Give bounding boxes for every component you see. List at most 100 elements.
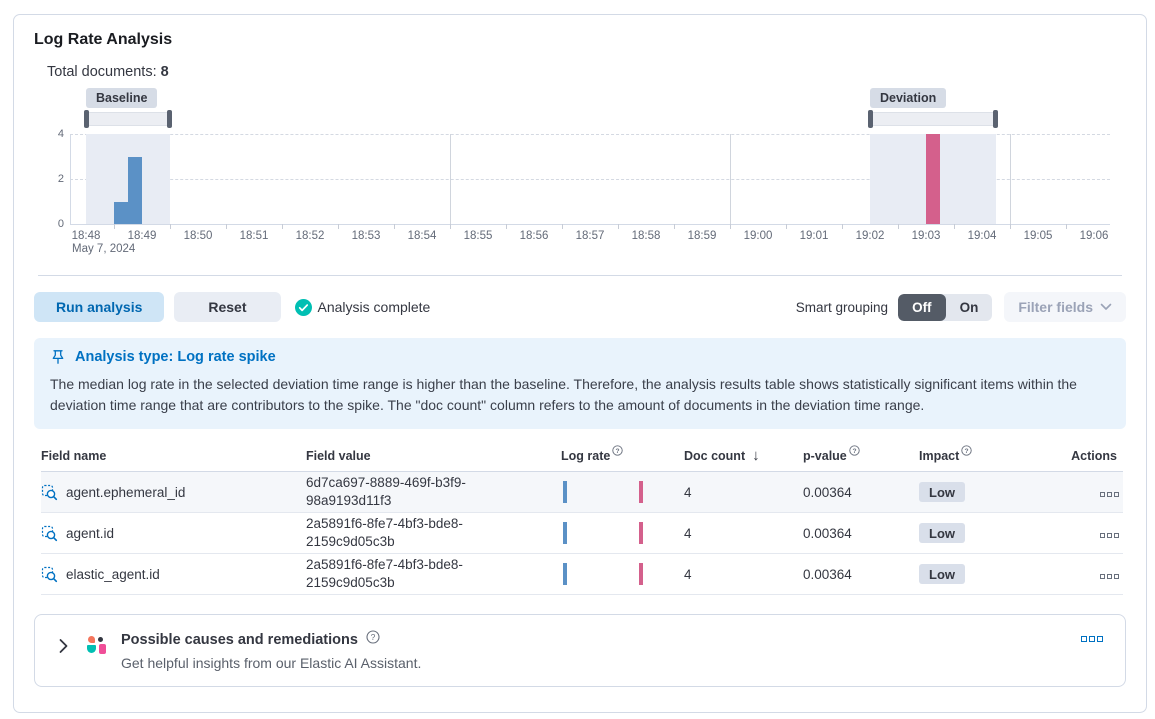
column-header-field-name: Field name (41, 448, 107, 463)
column-header-impact: Impact ? (919, 444, 1052, 463)
row-actions-icon[interactable] (1100, 491, 1119, 497)
possible-causes-panel: Possible causes and remediations ? Get h… (34, 614, 1126, 687)
total-documents-value: 8 (160, 64, 169, 80)
baseline-brush-handle-left[interactable] (84, 110, 89, 128)
x-axis-date-label: May 7, 2024 (72, 243, 136, 255)
baseline-mini-bar (563, 563, 567, 586)
x-axis-tick-label: 19:04 (967, 230, 997, 242)
help-icon[interactable]: ? (849, 444, 860, 459)
impact-badge: Low (919, 564, 965, 585)
vertical-gridline (1010, 134, 1011, 224)
y-axis-tick-label: 4 (57, 128, 64, 140)
field-search-icon[interactable] (41, 566, 58, 583)
row-actions-cell (1052, 485, 1123, 500)
horizontal-gridline (70, 134, 1110, 135)
field-name-cell: agent.id (41, 525, 306, 542)
x-axis-tick-label: 18:53 (351, 230, 381, 242)
baseline-brush[interactable] (86, 112, 170, 126)
field-value: 2a5891f6-8fe7-4bf3-bde8-2159c9d05c3b (306, 516, 463, 550)
log-rate-minichart (561, 520, 684, 546)
column-header-actions: Actions (1071, 448, 1117, 463)
svg-text:?: ? (371, 632, 376, 642)
impact-badge: Low (919, 482, 965, 503)
smart-grouping-label: Smart grouping (795, 299, 889, 315)
x-axis-tick (786, 224, 787, 229)
x-axis-tick (226, 224, 227, 229)
log-rate-cell (561, 479, 684, 505)
row-actions-icon[interactable] (1100, 532, 1119, 538)
impact-cell: Low (919, 564, 1052, 585)
help-icon[interactable]: ? (366, 630, 380, 649)
smart-grouping-on-button[interactable]: On (959, 299, 979, 315)
y-axis-tick-label: 0 (57, 218, 64, 230)
run-analysis-button[interactable]: Run analysis (34, 292, 165, 322)
callout-title: Analysis type: Log rate spike (75, 349, 276, 365)
x-axis-tick (730, 224, 731, 229)
table-row: agent.ephemeral_id 6d7ca697-8889-469f-b3… (41, 472, 1123, 513)
x-axis-tick (338, 224, 339, 229)
column-header-doc-count[interactable]: Doc count ↓ (684, 447, 760, 464)
help-icon[interactable]: ? (961, 444, 972, 459)
possible-causes-title: Possible causes and remediations (121, 631, 358, 648)
p-value: 0.00364 (803, 484, 852, 500)
x-axis-tick-label: 18:59 (687, 230, 717, 242)
total-documents: Total documents: 8 (47, 64, 1126, 80)
x-axis-tick-label: 18:57 (575, 230, 605, 242)
deviation-brush[interactable] (870, 112, 996, 126)
deviation-badge: Deviation (870, 88, 947, 108)
deviation-mini-bar (639, 481, 643, 504)
x-axis-tick (450, 224, 451, 229)
x-axis-tick (674, 224, 675, 229)
panel-actions-icon[interactable] (1081, 630, 1105, 642)
check-circle-icon (294, 298, 312, 316)
x-axis-tick-label: 18:54 (407, 230, 437, 242)
baseline-brush-handle-right[interactable] (167, 110, 172, 128)
column-header-p-value: p-value ? (803, 444, 919, 463)
table-row: elastic_agent.id 2a5891f6-8fe7-4bf3-bde8… (41, 554, 1123, 595)
x-axis-tick (1066, 224, 1067, 229)
page-title: Log Rate Analysis (34, 31, 173, 48)
x-axis-tick (114, 224, 115, 229)
sort-descending-icon[interactable]: ↓ (752, 447, 760, 464)
deviation-mini-bar (639, 522, 643, 545)
row-actions-icon[interactable] (1100, 573, 1119, 579)
results-table: Field name Field value Log rate ? Doc co… (41, 441, 1123, 595)
svg-text:?: ? (965, 447, 969, 454)
deviation-brush-handle-right[interactable] (993, 110, 998, 128)
field-name-cell: agent.ephemeral_id (41, 484, 306, 501)
analysis-type-callout: Analysis type: Log rate spike The median… (34, 338, 1126, 429)
baseline-mini-bar (563, 481, 567, 504)
expand-chevron-right-icon[interactable] (58, 638, 69, 659)
analysis-status-label: Analysis complete (317, 299, 431, 315)
histogram-bar-baseline (114, 201, 128, 224)
reset-button[interactable]: Reset (174, 292, 281, 322)
field-search-icon[interactable] (41, 525, 58, 542)
baseline-mini-bar (563, 522, 567, 545)
field-value: 6d7ca697-8889-469f-b3f9-98a9193d11f3 (306, 475, 466, 509)
controls-row: Run analysis Reset Analysis complete Sma… (34, 292, 1126, 322)
x-axis-tick-label: 19:05 (1023, 230, 1053, 242)
field-value: 2a5891f6-8fe7-4bf3-bde8-2159c9d05c3b (306, 557, 463, 591)
x-axis-tick-label: 19:03 (911, 230, 941, 242)
vertical-gridline (450, 134, 451, 224)
smart-grouping-off-button[interactable]: Off (898, 293, 946, 321)
x-axis-tick (1010, 224, 1011, 229)
y-axis-tick-label: 2 (57, 173, 64, 185)
impact-badge: Low (919, 523, 965, 544)
x-axis-tick-label: 18:52 (295, 230, 325, 242)
histogram-bar-baseline (128, 156, 142, 224)
x-axis-tick-label: 18:58 (631, 230, 661, 242)
x-axis-tick-label: 18:48 (71, 230, 101, 242)
column-header-log-rate: Log rate ? (561, 444, 684, 463)
table-row: agent.id 2a5891f6-8fe7-4bf3-bde8-2159c9d… (41, 513, 1123, 554)
x-axis-tick-label: 19:01 (799, 230, 829, 242)
help-icon[interactable]: ? (612, 444, 623, 459)
histogram-bar-deviation (926, 134, 940, 224)
filter-fields-label: Filter fields (1018, 299, 1093, 315)
field-search-icon[interactable] (41, 484, 58, 501)
filter-fields-button[interactable]: Filter fields (1004, 292, 1126, 322)
deviation-brush-handle-left[interactable] (868, 110, 873, 128)
x-axis-tick-label: 19:00 (743, 230, 773, 242)
x-axis-tick (562, 224, 563, 229)
log-rate-minichart (561, 561, 684, 587)
